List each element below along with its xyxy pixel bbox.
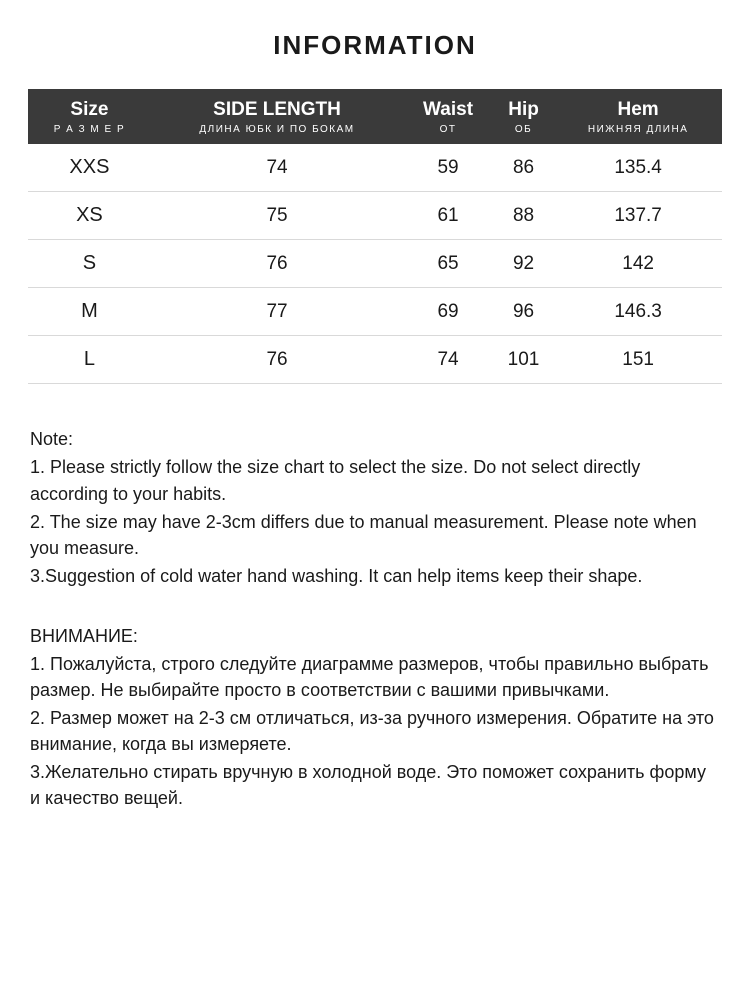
cell: 59 bbox=[403, 144, 493, 192]
notes-russian: ВНИМАНИЕ: 1. Пожалуйста, строго следуйте… bbox=[30, 623, 720, 812]
note-item: 1. Пожалуйста, строго следуйте диаграмме… bbox=[30, 651, 720, 703]
cell: 88 bbox=[493, 192, 554, 240]
col-side-length: SIDE LENGTH ДЛИНА ЮБК И ПО БОКАМ bbox=[151, 89, 403, 144]
cell: 74 bbox=[151, 144, 403, 192]
table-row: L 76 74 101 151 bbox=[28, 336, 722, 384]
col-waist: Waist ОТ bbox=[403, 89, 493, 144]
col-main-label: Size bbox=[32, 99, 147, 121]
notes-english: Note: 1. Please strictly follow the size… bbox=[30, 426, 720, 589]
col-hem: Hem НИЖНЯЯ ДЛИНА bbox=[554, 89, 722, 144]
page-title: INFORMATION bbox=[28, 30, 722, 61]
cell: 65 bbox=[403, 240, 493, 288]
cell: L bbox=[28, 336, 151, 384]
cell: 137.7 bbox=[554, 192, 722, 240]
col-main-label: Waist bbox=[407, 99, 489, 121]
cell: 96 bbox=[493, 288, 554, 336]
note-item: 1. Please strictly follow the size chart… bbox=[30, 454, 720, 506]
col-sub-label: ОБ bbox=[497, 124, 550, 137]
cell: 76 bbox=[151, 336, 403, 384]
col-hip: Hip ОБ bbox=[493, 89, 554, 144]
col-sub-label: НИЖНЯЯ ДЛИНА bbox=[558, 124, 718, 137]
col-main-label: SIDE LENGTH bbox=[155, 99, 399, 121]
notes-heading-en: Note: bbox=[30, 426, 720, 452]
table-header-row: Size Р А З М Е Р SIDE LENGTH ДЛИНА ЮБК И… bbox=[28, 89, 722, 144]
cell: 74 bbox=[403, 336, 493, 384]
cell: 135.4 bbox=[554, 144, 722, 192]
cell: 151 bbox=[554, 336, 722, 384]
cell: 77 bbox=[151, 288, 403, 336]
col-sub-label: ОТ bbox=[407, 124, 489, 137]
col-sub-label: ДЛИНА ЮБК И ПО БОКАМ bbox=[155, 124, 399, 137]
notes-section: Note: 1. Please strictly follow the size… bbox=[28, 426, 722, 811]
cell: XS bbox=[28, 192, 151, 240]
note-item: 3.Желательно стирать вручную в холодной … bbox=[30, 759, 720, 811]
cell: XXS bbox=[28, 144, 151, 192]
note-item: 2. Размер может на 2-3 см отличаться, из… bbox=[30, 705, 720, 757]
cell: 75 bbox=[151, 192, 403, 240]
cell: 61 bbox=[403, 192, 493, 240]
table-row: XXS 74 59 86 135.4 bbox=[28, 144, 722, 192]
cell: 92 bbox=[493, 240, 554, 288]
col-sub-label: Р А З М Е Р bbox=[32, 124, 147, 137]
notes-heading-ru: ВНИМАНИЕ: bbox=[30, 623, 720, 649]
col-main-label: Hem bbox=[558, 99, 718, 121]
col-main-label: Hip bbox=[497, 99, 550, 121]
col-size: Size Р А З М Е Р bbox=[28, 89, 151, 144]
table-row: XS 75 61 88 137.7 bbox=[28, 192, 722, 240]
cell: 142 bbox=[554, 240, 722, 288]
cell: 146.3 bbox=[554, 288, 722, 336]
size-chart-table: Size Р А З М Е Р SIDE LENGTH ДЛИНА ЮБК И… bbox=[28, 89, 722, 384]
table-row: S 76 65 92 142 bbox=[28, 240, 722, 288]
cell: 69 bbox=[403, 288, 493, 336]
note-item: 3.Suggestion of cold water hand washing.… bbox=[30, 563, 720, 589]
cell: S bbox=[28, 240, 151, 288]
cell: 76 bbox=[151, 240, 403, 288]
cell: M bbox=[28, 288, 151, 336]
table-body: XXS 74 59 86 135.4 XS 75 61 88 137.7 S 7… bbox=[28, 144, 722, 384]
table-row: M 77 69 96 146.3 bbox=[28, 288, 722, 336]
note-item: 2. The size may have 2-3cm differs due t… bbox=[30, 509, 720, 561]
cell: 86 bbox=[493, 144, 554, 192]
cell: 101 bbox=[493, 336, 554, 384]
